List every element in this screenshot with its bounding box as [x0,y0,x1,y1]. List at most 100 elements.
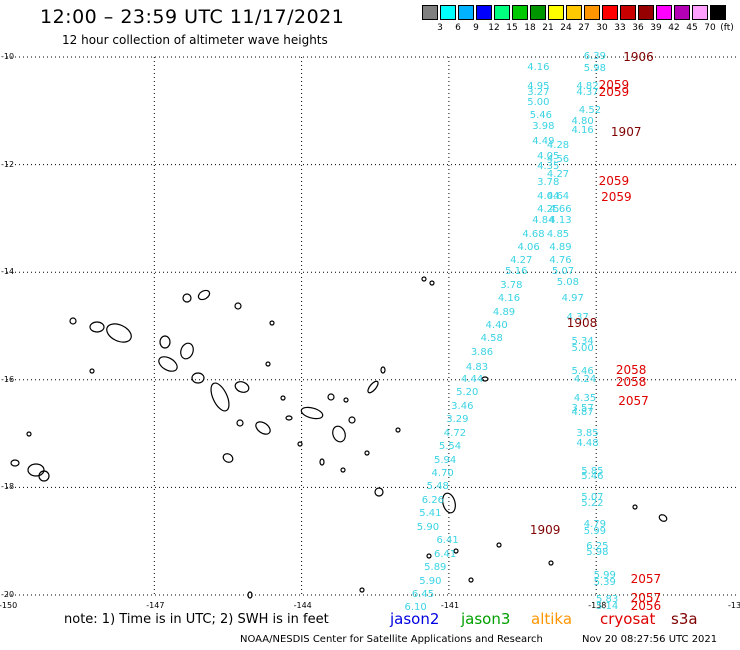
island-outline [158,356,178,372]
legend-label: 42 [668,23,680,33]
wave-height-value: 4.79 [583,519,606,531]
wave-height-value: 4.05 [537,150,560,162]
legend-swatch [422,5,438,20]
wave-height-value: 5.46 [529,110,552,122]
wave-height-value: 5.20 [456,387,479,399]
island-outline [300,406,324,420]
island-outline [159,335,171,349]
legend-swatch [656,5,672,20]
legend-swatch [458,5,474,20]
island-outlines [10,276,668,599]
wave-height-value: 4.16 [527,61,550,73]
island-outline [191,372,205,384]
island-outline [265,361,271,367]
map-subtitle: 12 hour collection of altimeter wave hei… [62,33,328,47]
wave-height-value: 5.98 [586,547,609,559]
wave-height-value: 3.46 [451,400,474,412]
wave-height-value: 5.83 [596,594,619,606]
island-outline [364,450,370,456]
pass-time-label: 1908 [566,316,598,331]
island-outline [297,441,303,447]
island-outline [340,467,346,473]
legend-swatch [476,5,492,20]
island-outline [89,321,105,333]
wave-height-value: 6.39 [583,51,606,62]
satellite-jason3: jason3 [461,610,511,628]
legend-swatch [674,5,690,20]
lat-label: -18 [1,482,15,492]
wave-height-value: 4.40 [485,320,508,331]
wave-height-value: 4.82 [576,80,599,92]
wave-height-value: 5.48 [426,481,449,493]
legend-label: 21 [542,23,554,33]
wave-height-value: 5.39 [593,577,616,589]
wave-height-value: 5.08 [556,276,579,288]
wave-height-value: 5.00 [527,96,550,108]
wave-height-value: 5.54 [438,441,462,453]
wave-height-value: 4.49 [532,136,555,147]
legend-swatch [602,5,618,20]
wave-height-value: 4.13 [549,215,572,227]
legend-label: 18 [524,23,536,33]
wave-height-value: 5.94 [433,454,457,466]
legend-swatch [710,5,726,20]
lat-label: -16 [1,374,15,384]
wave-height-value: 4.58 [480,333,503,345]
lon-label: -144 [293,601,312,610]
satellite-cryosat: cryosat [600,610,656,628]
wave-height-value: 5.99 [593,570,616,582]
island-outline [367,380,379,394]
wave-height-value: 4.28 [546,139,570,151]
wave-height-value: 6.26 [421,494,444,506]
wave-height-value: 4.52 [578,104,602,116]
legend-label: 3 [437,23,443,33]
wave-height-value: 4.89 [492,306,516,318]
wave-height-value: 4.37 [576,87,599,99]
satellite-altika: altika [531,610,573,628]
wave-height-value: 3.86 [470,346,494,358]
island-outline [421,276,427,282]
wave-height-value: 4.87 [571,407,594,419]
wave-height-value: 6.41 [433,548,457,560]
island-outline [197,289,211,301]
footer-note: note: 1) Time is in UTC; 2) SWH is in fe… [64,612,329,627]
wave-height-value: 5.14 [596,600,619,612]
wave-height-value: 3.29 [446,414,469,426]
lon-label: -13 [728,601,740,610]
island-outline [332,425,346,443]
legend-swatch [620,5,636,20]
island-outline [319,458,325,466]
wave-height-value: 3.78 [537,177,560,189]
wave-height-value: 4.16 [571,125,594,137]
pass-time-label: 1909 [529,523,561,538]
wave-height-value: 5.46 [581,470,604,482]
island-outline [26,431,32,437]
island-outline [395,427,401,433]
pass-time-label: 1907 [610,125,642,140]
island-outline [481,376,489,382]
legend-label: 6 [455,23,461,33]
legend-swatch [530,5,546,20]
island-outline [632,504,638,510]
legend-swatch [548,5,564,20]
wave-height-value: 4.85 [546,228,570,240]
island-outline [247,591,253,599]
map-title: 12:00 – 23:59 UTC 11/17/2021 [40,6,345,28]
island-outline [285,415,293,421]
satellite-s3a: s3a [671,610,698,628]
lon-label: -138 [588,601,607,610]
wave-height-value: 4.56 [546,154,570,166]
wave-height-value: 5.07 [581,492,604,504]
legend-label: 70 [704,23,716,33]
island-outline [89,368,95,374]
legend-label: 15 [506,23,518,33]
legend-swatch [440,5,456,20]
wave-height-value: 4.95 [527,80,550,92]
island-outline [548,560,554,566]
pass-time-label: 2058 [615,363,647,378]
wave-height-value: 4.83 [465,361,489,373]
island-outline [468,577,474,583]
legend-swatch [584,5,600,20]
legend-label: 24 [560,23,572,33]
